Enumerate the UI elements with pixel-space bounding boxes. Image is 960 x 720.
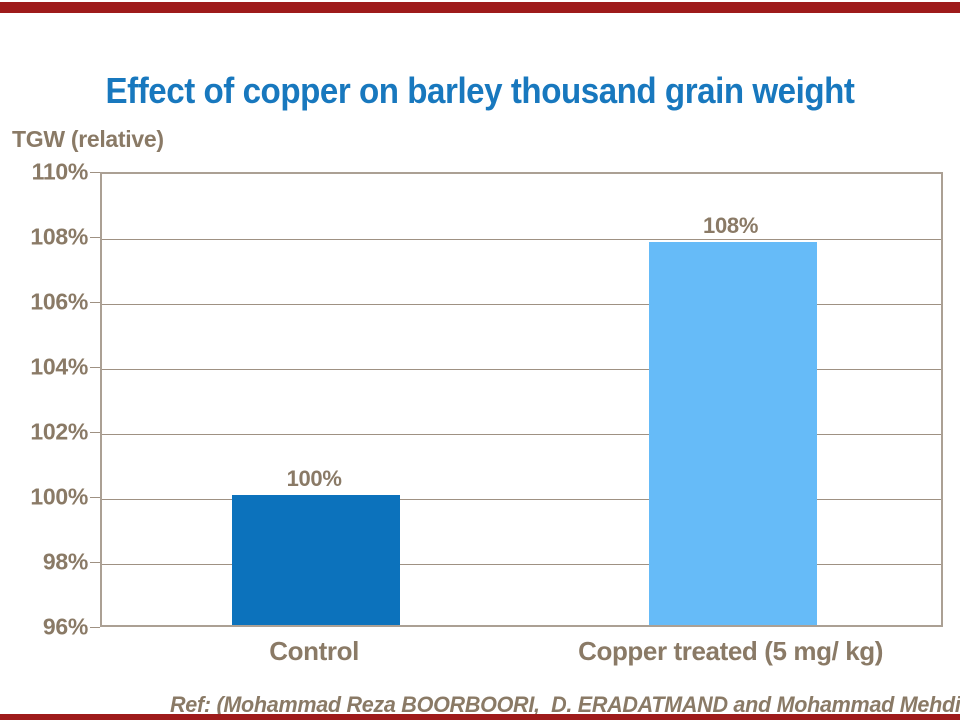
y-tick-mark bbox=[90, 237, 100, 238]
bar bbox=[648, 241, 817, 625]
y-tick-mark bbox=[90, 562, 100, 563]
gridline bbox=[102, 434, 941, 435]
y-tick-label: 108% bbox=[30, 223, 88, 250]
y-tick-mark bbox=[90, 172, 100, 173]
bar-value-label: 100% bbox=[286, 466, 342, 491]
chart-title: Effect of copper on barley thousand grai… bbox=[105, 70, 855, 111]
bar bbox=[232, 495, 401, 625]
y-tick-mark bbox=[90, 367, 100, 368]
top-accent-bar bbox=[0, 2, 960, 13]
y-axis-title: TGW (relative) bbox=[12, 126, 164, 152]
gridline bbox=[102, 304, 941, 305]
y-tick-label: 100% bbox=[30, 483, 88, 510]
y-tick-mark bbox=[90, 302, 100, 303]
x-category-label: Copper treated (5 mg/ kg) bbox=[578, 636, 884, 666]
y-tick-label: 104% bbox=[30, 353, 88, 380]
y-tick-mark bbox=[90, 627, 100, 628]
y-tick-label: 98% bbox=[42, 548, 88, 575]
gridline bbox=[102, 239, 941, 240]
y-tick-label: 106% bbox=[30, 288, 88, 315]
y-tick-mark bbox=[90, 497, 100, 498]
x-category-label: Control bbox=[269, 636, 359, 666]
y-tick-label: 110% bbox=[31, 158, 89, 185]
reference-citation: Ref: (Mohammad Reza BOORBOORI, D. ERADAT… bbox=[170, 692, 960, 717]
y-tick-mark bbox=[90, 432, 100, 433]
bar-value-label: 108% bbox=[703, 212, 759, 238]
gridline bbox=[102, 499, 941, 500]
y-tick-label: 102% bbox=[30, 418, 88, 445]
plot-area bbox=[100, 172, 943, 627]
y-tick-label: 96% bbox=[42, 613, 88, 640]
gridline bbox=[102, 564, 941, 565]
gridline bbox=[102, 369, 941, 370]
bottom-accent-bar bbox=[0, 714, 960, 720]
